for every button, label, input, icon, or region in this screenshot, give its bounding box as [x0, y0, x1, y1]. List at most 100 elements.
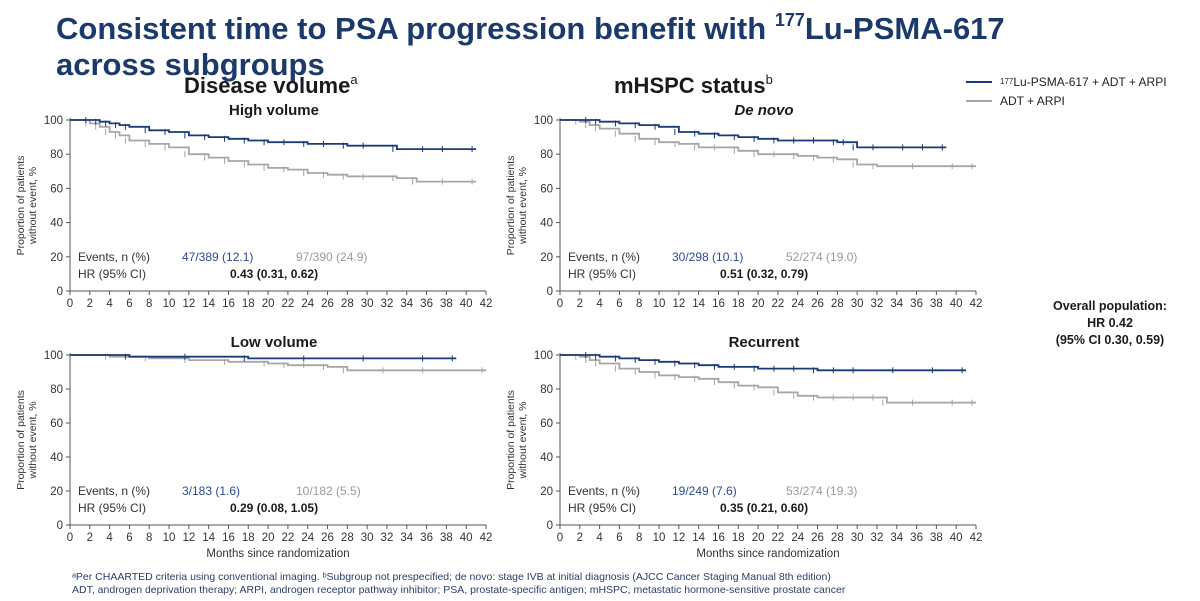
events-treatment: 47/389 (12.1): [182, 250, 253, 264]
x-tick-label: 8: [636, 298, 642, 310]
y-tick-label: 100: [534, 115, 553, 127]
x-tick-label: 2: [87, 298, 93, 310]
events-control: 52/274 (19.0): [786, 250, 857, 264]
x-tick-label: 26: [321, 298, 334, 310]
x-tick-label: 6: [126, 298, 132, 310]
x-tick-label: 30: [851, 532, 864, 544]
x-tick-label: 14: [692, 532, 705, 544]
x-tick-label: 2: [577, 298, 583, 310]
x-tick-label: 16: [712, 298, 725, 310]
legend-treatment-sup: 177: [1000, 77, 1014, 86]
section-header-mhspc-status: mHSPC statusb: [614, 72, 773, 99]
section-right-sup: b: [765, 72, 773, 87]
y-tick-label: 0: [57, 520, 63, 532]
y-tick-label: 80: [50, 149, 63, 161]
x-tick-label: 22: [282, 532, 295, 544]
y-tick-label: 20: [50, 486, 63, 498]
y-tick-label: 0: [57, 286, 63, 298]
x-tick-label: 4: [106, 532, 113, 544]
x-tick-label: 18: [732, 532, 745, 544]
x-tick-label: 24: [791, 298, 804, 310]
title-text-pre: Consistent time to PSA progression benef…: [56, 11, 775, 46]
x-tick-label: 10: [163, 298, 176, 310]
y-axis-label-line-1: Proportion of patients: [15, 390, 27, 490]
hr-confidence-interval: (0.08, 1.05): [253, 501, 318, 515]
x-tick-label: 42: [970, 298, 983, 310]
hr-value: 0.35 (0.21, 0.60): [720, 501, 808, 515]
x-tick-label: 32: [381, 298, 394, 310]
x-tick-label: 36: [910, 532, 923, 544]
y-tick-label: 60: [540, 418, 553, 430]
title-line-1: Consistent time to PSA progression benef…: [56, 2, 1056, 47]
x-tick-label: 16: [222, 298, 235, 310]
panel-subtitle: Recurrent: [729, 334, 800, 351]
section-left-sup: a: [350, 72, 358, 87]
x-tick-label: 42: [480, 532, 493, 544]
x-tick-label: 36: [420, 532, 433, 544]
x-tick-label: 28: [341, 532, 354, 544]
y-axis-label: Proportion of patientswithout event, %: [505, 156, 529, 256]
hr-confidence-interval: (0.31, 0.62): [253, 267, 318, 281]
km-curve-control: [560, 354, 976, 404]
x-tick-label: 40: [460, 532, 473, 544]
x-tick-label: 2: [577, 532, 583, 544]
hr-label: HR (95% CI): [78, 501, 146, 515]
legend-treatment-label: Lu-PSMA-617 + ADT + ARPI: [1013, 74, 1167, 89]
title-line-2: across subgroups: [56, 47, 325, 82]
overall-line-1: Overall population:: [1053, 299, 1167, 313]
x-tick-label: 34: [400, 298, 413, 310]
x-tick-label: 6: [616, 532, 622, 544]
x-tick-label: 4: [106, 298, 113, 310]
events-label: Events, n (%): [568, 250, 640, 264]
x-tick-label: 12: [672, 532, 685, 544]
hr-value: 0.51 (0.32, 0.79): [720, 267, 808, 281]
x-tick-label: 38: [930, 532, 943, 544]
km-curve-treatment: [70, 119, 477, 150]
events-control: 53/274 (19.3): [786, 484, 857, 498]
x-tick-label: 34: [890, 532, 903, 544]
y-axis-label-line-1: Proportion of patients: [505, 156, 517, 256]
y-tick-label: 40: [50, 452, 63, 464]
y-tick-label: 100: [534, 350, 553, 362]
x-tick-label: 38: [440, 532, 453, 544]
panel-subtitle: De novo: [734, 102, 793, 119]
x-tick-label: 34: [890, 298, 903, 310]
x-tick-label: 28: [831, 532, 844, 544]
events-treatment: 19/249 (7.6): [672, 484, 737, 498]
x-tick-label: 38: [440, 298, 453, 310]
y-tick-label: 60: [50, 418, 63, 430]
y-tick-label: 60: [50, 183, 63, 195]
x-tick-label: 0: [557, 532, 563, 544]
x-tick-label: 18: [732, 298, 745, 310]
legend-swatch-treatment: [966, 80, 992, 83]
legend-item-treatment: 177 Lu-PSMA-617 + ADT + ARPI: [966, 72, 1167, 91]
km-curve-treatment: [70, 354, 457, 360]
x-tick-label: 20: [752, 532, 765, 544]
events-label: Events, n (%): [78, 250, 150, 264]
overall-population-box: Overall population: HR 0.42 (95% CI 0.30…: [1020, 298, 1200, 349]
section-header-disease-volume: Disease volumea: [184, 72, 358, 99]
y-tick-label: 80: [540, 149, 553, 161]
x-tick-label: 4: [596, 532, 603, 544]
x-tick-label: 6: [616, 298, 622, 310]
y-tick-label: 40: [50, 218, 63, 230]
y-tick-label: 80: [540, 384, 553, 396]
x-tick-label: 0: [67, 298, 73, 310]
y-tick-label: 100: [44, 115, 63, 127]
hr-point-estimate: 0.43: [230, 267, 254, 281]
footnotes: ᵃPer CHAARTED criteria using conventiona…: [72, 571, 845, 597]
x-tick-label: 32: [871, 298, 884, 310]
x-tick-label: 18: [242, 298, 255, 310]
y-tick-label: 80: [50, 384, 63, 396]
x-tick-label: 32: [871, 532, 884, 544]
y-tick-label: 0: [547, 286, 553, 298]
x-tick-label: 0: [67, 532, 73, 544]
x-tick-label: 20: [262, 532, 275, 544]
footnote-line-2: ADT, androgen deprivation therapy; ARPI,…: [72, 584, 846, 596]
x-tick-label: 34: [400, 532, 413, 544]
x-tick-label: 26: [811, 532, 824, 544]
hr-point-estimate: 0.29: [230, 501, 254, 515]
x-tick-label: 28: [341, 298, 354, 310]
km-curve-treatment: [560, 354, 967, 372]
